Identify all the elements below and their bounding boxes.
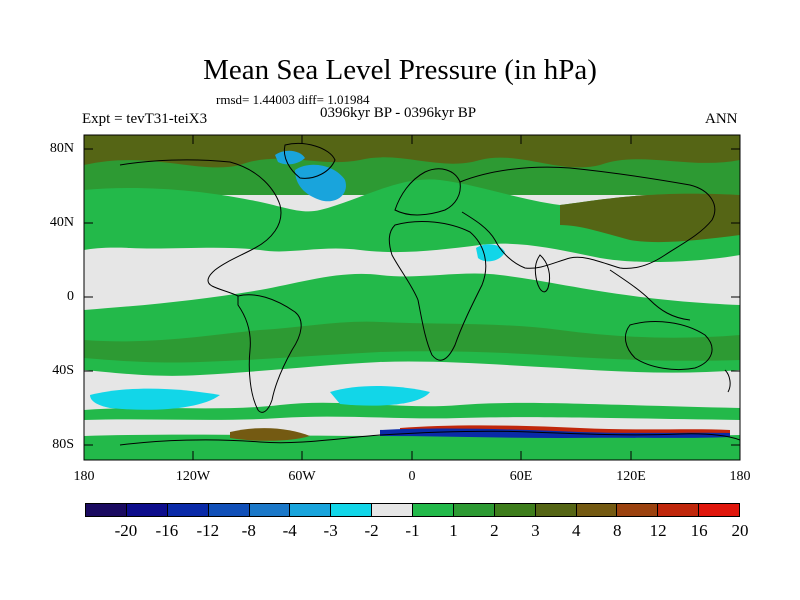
field-north-atlantic-blue (295, 164, 346, 202)
colorbar-label: 3 (531, 521, 540, 540)
colorbar-label: 20 (731, 521, 749, 540)
coast-greenland (283, 143, 336, 179)
coast-north-america (119, 159, 282, 297)
colorbar (85, 503, 740, 517)
colorbar-label: 4 (572, 521, 581, 540)
lon-label-120w: 120W (175, 469, 211, 484)
map-fields (84, 135, 740, 460)
lon-label-180-right: 180 (729, 469, 751, 484)
coast-southeast-asia (609, 269, 691, 321)
field-south-atlantic-cyan (330, 385, 430, 406)
lat-label-80n: 80N (49, 141, 74, 156)
colorbar-label: -20 (114, 521, 138, 540)
lat-label-40n: 40N (49, 215, 74, 230)
colorbar-swatch (126, 504, 168, 516)
field-south-pacific-cyan (90, 388, 220, 410)
colorbar-swatch (249, 504, 291, 516)
colorbar-label: -16 (155, 521, 179, 540)
lon-label-180-left: 180 (73, 469, 95, 484)
colorbar-swatch (86, 504, 127, 516)
field-greenland-blue (275, 150, 305, 165)
field-arctic-dark (84, 135, 740, 168)
lon-label-0: 0 (408, 469, 416, 484)
colorbar-swatch (413, 504, 454, 516)
coast-south-america (237, 294, 302, 413)
colorbar-swatch (290, 504, 332, 516)
lat-label-0: 0 (67, 289, 74, 304)
axis-ticks (84, 135, 740, 460)
lon-label-120e: 120E (616, 469, 646, 484)
field-antarctic-brown (230, 428, 310, 441)
lon-label-60w: 60W (288, 469, 316, 484)
colorbar-swatch (331, 504, 373, 516)
colorbar-label: -2 (364, 521, 379, 540)
colorbar-swatch (658, 504, 700, 516)
field-tropic-mid (84, 321, 740, 363)
experiment-label: Expt = tevT31-teiX3 (82, 111, 208, 127)
colorbar-swatch (535, 504, 577, 516)
field-asia-dark (560, 193, 740, 243)
colorbar-swatch (372, 504, 413, 516)
lon-label-60e: 60E (509, 469, 533, 484)
colorbar-swatch (208, 504, 250, 516)
coast-antarctica (119, 430, 740, 446)
map-title: Mean Sea Level Pressure (in hPa) (203, 54, 597, 86)
colorbar-swatch (494, 504, 536, 516)
rmsd-diff-stats: rmsd= 1.44003 diff= 1.01984 (216, 92, 370, 107)
colorbar-label: 16 (690, 521, 708, 540)
coast-africa (388, 220, 487, 361)
colorbar-label: -1 (405, 521, 420, 540)
colorbar-swatch (167, 504, 209, 516)
colorbar-label: -3 (323, 521, 338, 540)
lat-label-80s: 80S (52, 437, 74, 452)
lat-label-40s: 40S (52, 363, 74, 378)
field-arabia-cyan (476, 244, 505, 262)
field-nh-green (84, 179, 740, 262)
colorbar-label: -4 (282, 521, 297, 540)
colorbar-label: -8 (241, 521, 256, 540)
colorbar-label: 1 (449, 521, 458, 540)
colorbar-label: 12 (649, 521, 667, 540)
coast-india (534, 254, 551, 293)
coast-asia (459, 166, 716, 269)
colorbar-swatch (699, 504, 739, 516)
colorbar-swatch (576, 504, 618, 516)
season-label: ANN (705, 111, 738, 127)
colorbar-label: -12 (196, 521, 220, 540)
coastlines (119, 143, 740, 446)
coast-australia (624, 321, 713, 371)
period-label: 0396kyr BP - 0396kyr BP (320, 105, 477, 121)
colorbar-swatch (453, 504, 495, 516)
colorbar-label: 2 (490, 521, 499, 540)
colorbar-label: 8 (612, 521, 622, 540)
coast-new-zealand (724, 369, 731, 393)
colorbar-swatch (617, 504, 659, 516)
